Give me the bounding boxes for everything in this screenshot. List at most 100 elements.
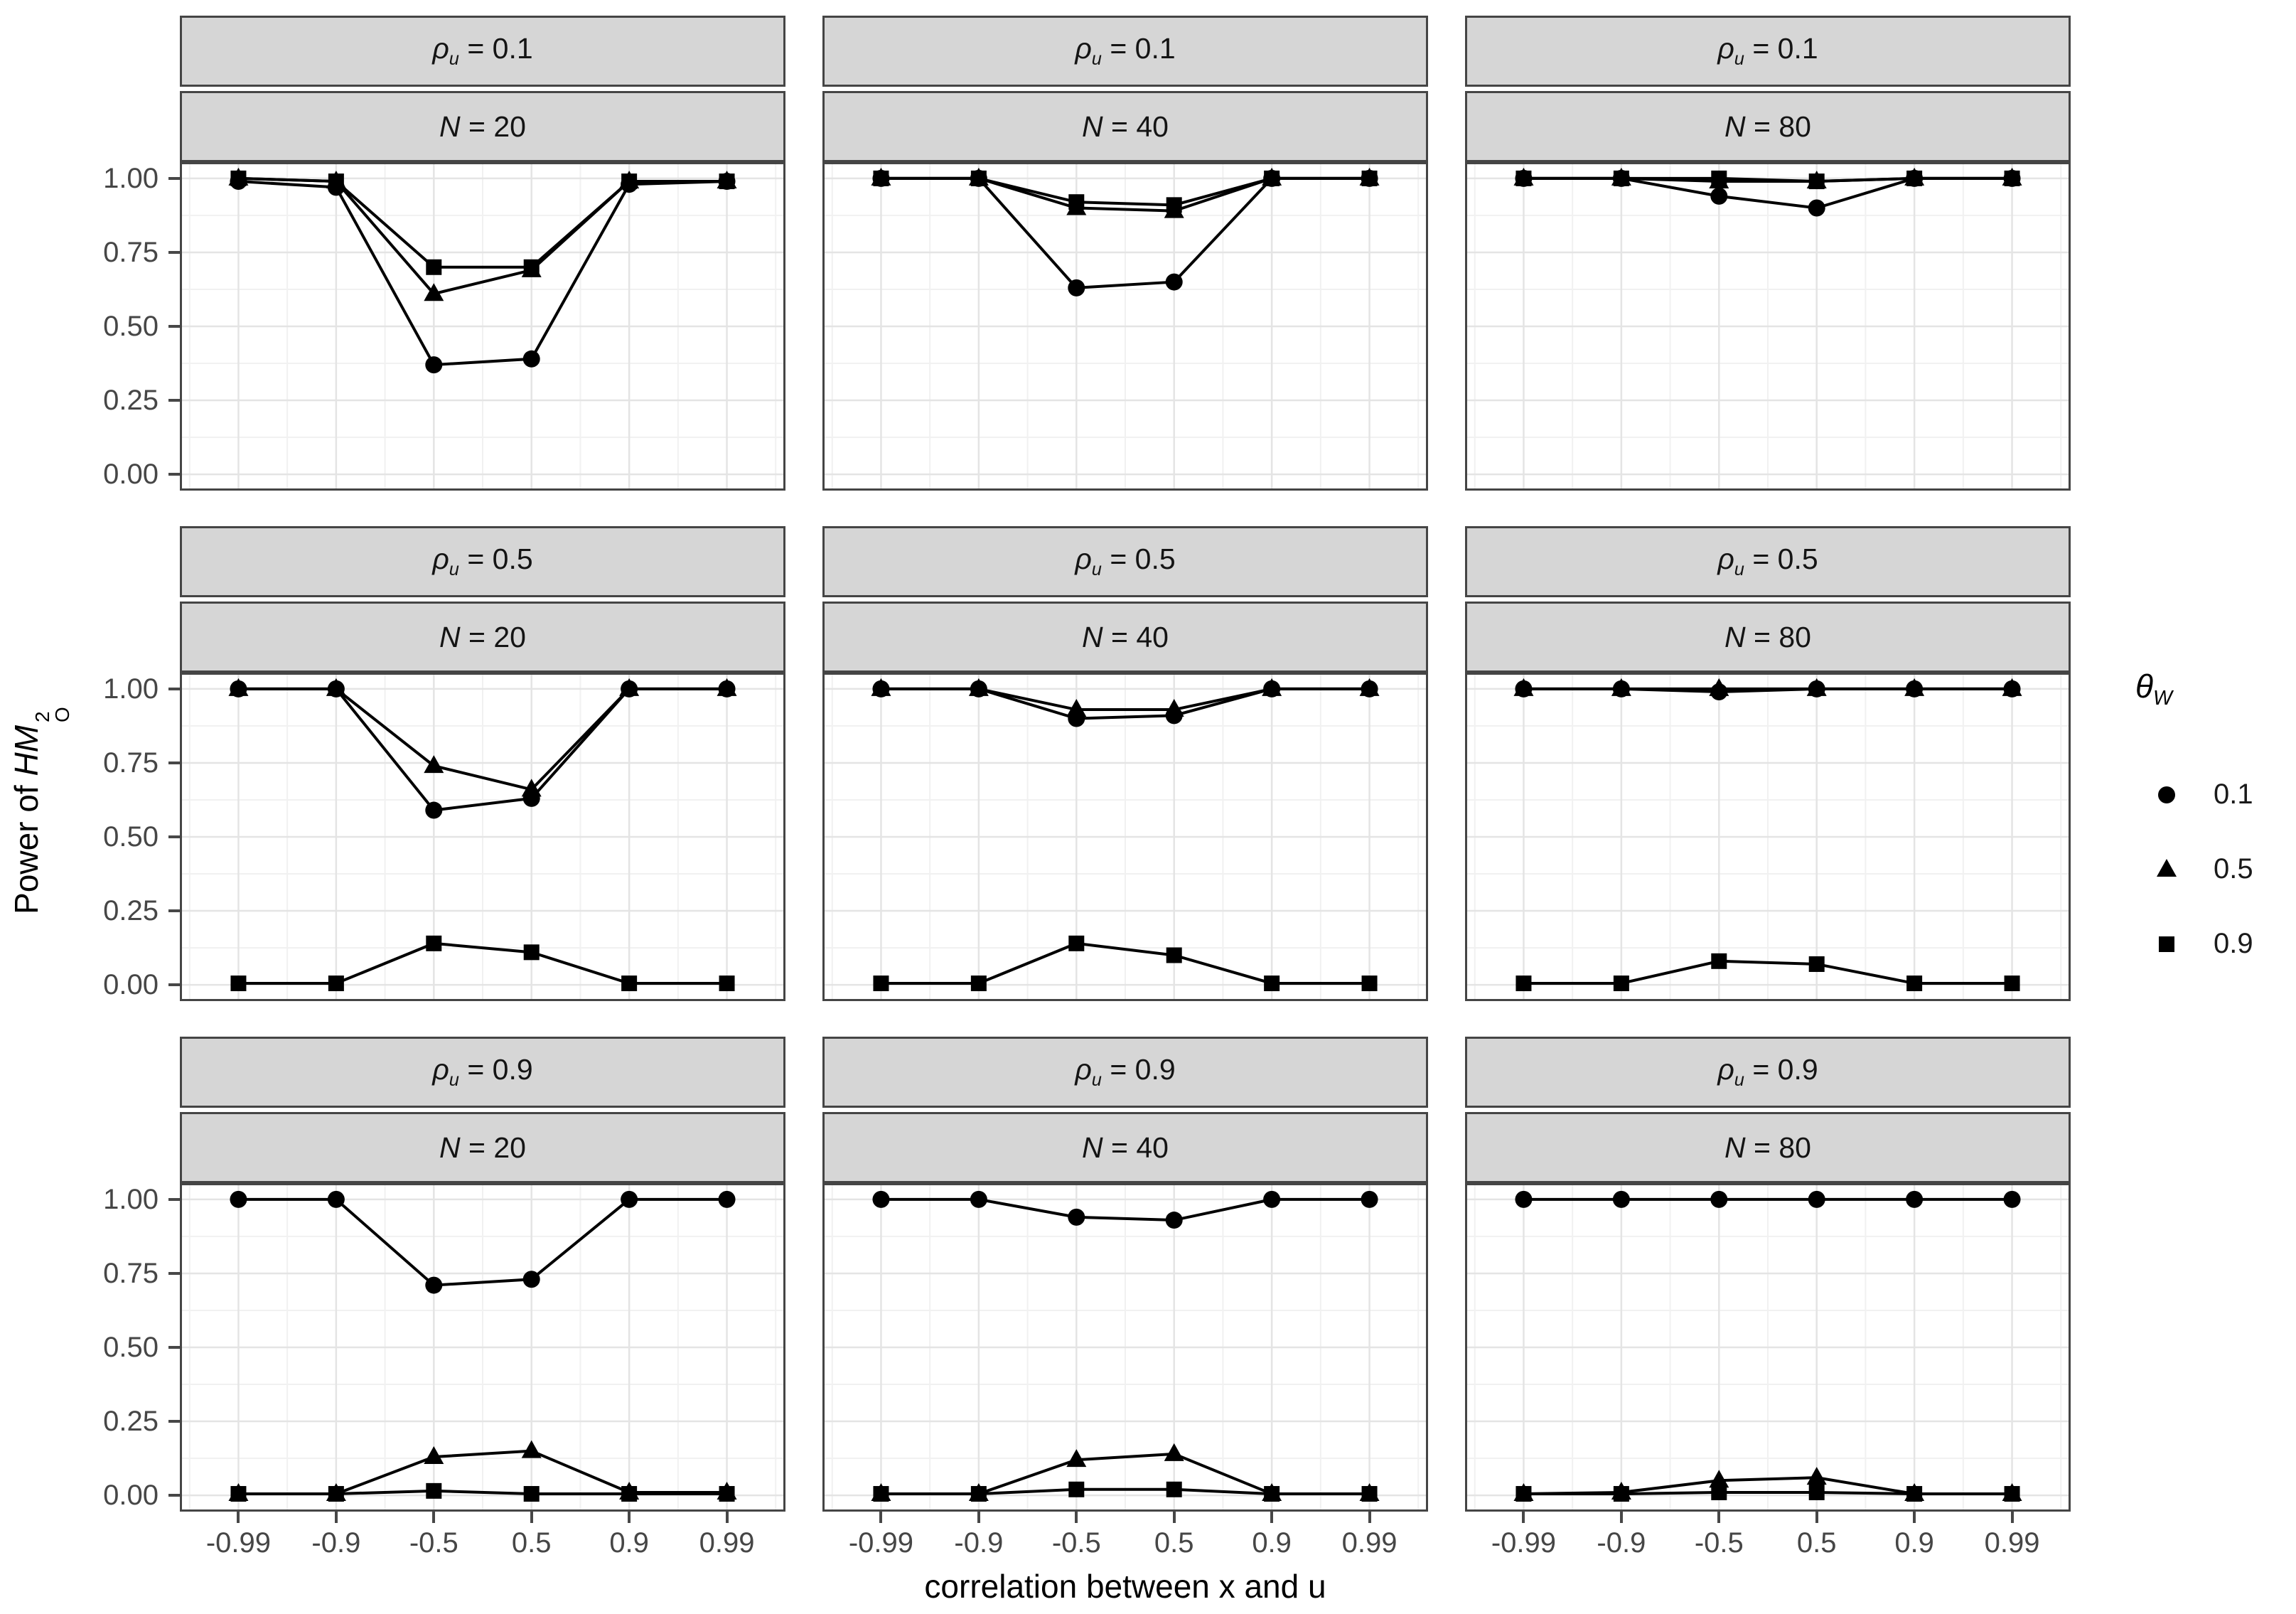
triangle-marker-icon: [1806, 1467, 1827, 1485]
circle-marker-icon: [718, 1190, 736, 1208]
facet-strip-rho: ρu = 0.5: [180, 526, 785, 597]
legend: θW 0.1 0.5 0.9: [2097, 667, 2296, 981]
square-marker-icon: [230, 1486, 247, 1502]
square-marker-icon: [1068, 194, 1085, 210]
triangle-marker-icon: [1066, 1449, 1087, 1468]
y-axis-tick: [168, 983, 180, 987]
circle-marker-icon: [872, 1190, 890, 1208]
y-tick-label: 0.00: [103, 1480, 159, 1512]
x-axis-tick: [879, 1512, 883, 1523]
square-marker-icon: [1361, 976, 1378, 992]
facet-strip-n: N = 20: [180, 602, 785, 673]
facet-strip-n: N = 20: [180, 91, 785, 162]
triangle-marker-icon: [1066, 699, 1087, 717]
x-axis-tick: [1815, 1512, 1818, 1523]
square-marker-icon: [523, 1486, 540, 1502]
x-tick-label: -0.5: [1051, 1527, 1101, 1559]
triangle-marker-icon: [1164, 1443, 1184, 1461]
circle-marker-icon: [1710, 187, 1728, 205]
square-marker-icon: [2004, 1486, 2020, 1502]
circle-marker-icon: [1068, 1208, 1085, 1226]
triangle-marker-icon: [1359, 678, 1380, 696]
y-tick-label: 0.50: [103, 311, 159, 342]
series-line-theta-0.9: [881, 1487, 1370, 1496]
facet-panel-rho-0.1-n-20: [180, 162, 785, 491]
square-marker-icon: [2004, 976, 2020, 992]
x-tick-label: -0.99: [1491, 1527, 1557, 1559]
square-marker-icon: [719, 1486, 735, 1502]
square-marker-icon: [1906, 1486, 1923, 1502]
y-tick-label: 0.00: [103, 459, 159, 491]
x-axis-tick: [432, 1512, 436, 1523]
circle-marker-icon: [522, 1271, 540, 1288]
square-marker-icon: [1613, 1486, 1629, 1502]
triangle-marker-icon: [521, 1440, 542, 1458]
legend-title: θW: [2135, 667, 2296, 710]
square-marker-icon: [2159, 936, 2174, 952]
series-line-theta-0.5: [881, 687, 1370, 712]
x-axis-title: correlation between x and u: [924, 1568, 1326, 1605]
triangle-marker-icon: [1513, 678, 1534, 696]
y-axis-tick: [168, 909, 180, 913]
facet-panel-rho-0.9-n-80: [1465, 1183, 2071, 1512]
y-axis-title: Power of HM 2 O: [7, 590, 73, 1031]
x-tick-label: -0.5: [409, 1527, 458, 1559]
legend-entries: 0.1 0.5 0.9: [2097, 757, 2296, 981]
y-tick-label: 0.75: [103, 747, 159, 779]
x-axis-tick: [1270, 1512, 1274, 1523]
triangle-marker-icon: [1709, 678, 1729, 696]
x-tick-label: -0.5: [1694, 1527, 1744, 1559]
series-line-theta-0.9: [881, 941, 1370, 985]
facet-strip-rho: ρu = 0.5: [822, 526, 1428, 597]
x-axis-tick: [1619, 1512, 1623, 1523]
facet-strip-n: N = 80: [1465, 602, 2071, 673]
triangle-marker-icon: [717, 678, 737, 696]
square-marker-icon: [1808, 1484, 1825, 1500]
square-marker-icon: [1613, 170, 1629, 186]
facet-strip-n: N = 80: [1465, 91, 2071, 162]
square-marker-icon: [1906, 976, 1923, 992]
rho-symbol: ρ: [1075, 1053, 1092, 1086]
x-tick-label: 0.5: [1154, 1527, 1194, 1559]
square-marker-icon: [426, 259, 442, 275]
facet-n-value: 80: [1779, 109, 1811, 143]
x-tick-label: 0.5: [511, 1527, 552, 1559]
facet-rho-value: 0.5: [492, 543, 533, 576]
circle-marker-icon: [1808, 1190, 1825, 1208]
circle-marker-icon: [425, 356, 443, 374]
y-tick-label: 0.00: [103, 969, 159, 1001]
square-marker-icon: [1361, 1486, 1378, 1502]
n-symbol: N: [1724, 620, 1746, 653]
facet-strip-rho: ρu = 0.9: [180, 1037, 785, 1108]
triangle-marker-icon: [1262, 678, 1282, 696]
x-axis-tick: [1913, 1512, 1916, 1523]
square-marker-icon: [1264, 976, 1280, 992]
x-tick-label: -0.9: [1597, 1527, 1646, 1559]
circle-legend-key: [2144, 772, 2189, 818]
legend-entry: 0.1: [2097, 757, 2296, 832]
x-axis-tick: [1368, 1512, 1371, 1523]
y-tick-label: 1.00: [103, 162, 159, 194]
n-symbol: N: [1724, 1131, 1746, 1164]
facet-rho-value: 0.9: [492, 1053, 533, 1086]
series-line-theta-0.1: [881, 1197, 1370, 1222]
square-marker-icon: [719, 173, 735, 190]
triangle-marker-icon: [1164, 699, 1184, 717]
facet-strip-n: N = 40: [822, 1112, 1428, 1183]
circle-marker-icon: [1710, 1190, 1728, 1208]
theta-symbol: θ: [2135, 668, 2153, 705]
square-marker-icon: [230, 976, 247, 992]
square-marker-icon: [1166, 947, 1182, 963]
y-axis-tick: [168, 761, 180, 764]
rho-symbol: ρ: [1717, 1053, 1734, 1086]
square-legend-key: [2144, 921, 2189, 967]
series-line-theta-0.5: [238, 687, 727, 791]
square-marker-icon: [328, 976, 344, 992]
y-tick-label: 1.00: [103, 673, 159, 705]
x-axis-tick: [725, 1512, 729, 1523]
circle-marker-icon: [2003, 1190, 2021, 1208]
x-tick-label: 0.99: [699, 1527, 755, 1559]
legend-entry: 0.9: [2097, 907, 2296, 981]
triangle-marker-icon: [521, 779, 542, 797]
